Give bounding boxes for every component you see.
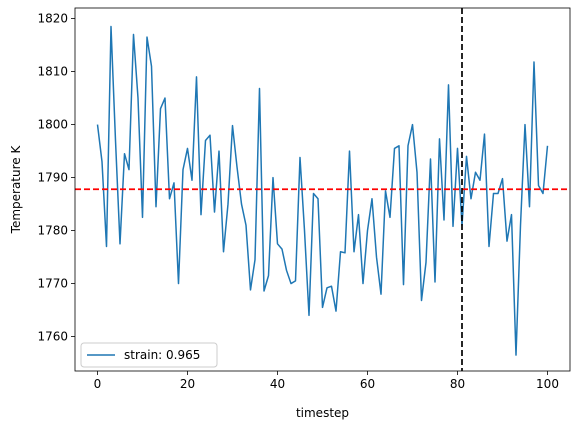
x-tick-label: 40 <box>270 377 285 391</box>
legend: strain: 0.965 <box>80 342 218 368</box>
y-tick-label: 1810 <box>37 65 68 79</box>
y-tick-label: 1790 <box>37 171 68 185</box>
y-tick-label: 1760 <box>37 330 68 344</box>
y-tick-label: 1780 <box>37 224 68 238</box>
reference-lines <box>75 8 570 371</box>
legend-label: strain: 0.965 <box>124 348 200 362</box>
x-axis-label: timestep <box>296 406 349 420</box>
legend-box <box>80 342 218 368</box>
x-tick-label: 20 <box>180 377 195 391</box>
x-tick-label: 0 <box>94 377 102 391</box>
x-tick-label: 60 <box>360 377 375 391</box>
y-axis-label: Temperature K <box>9 145 23 235</box>
axes-frame <box>74 7 571 372</box>
y-tick-label: 1820 <box>37 12 68 26</box>
y-tick-label: 1770 <box>37 277 68 291</box>
x-axis-ticks: 0 20 40 60 80 100 <box>94 371 559 391</box>
x-tick-label: 80 <box>450 377 465 391</box>
y-axis-ticks: 1760 1770 1780 1790 1800 1810 1820 <box>37 12 75 344</box>
x-tick-label: 100 <box>536 377 559 391</box>
y-tick-label: 1800 <box>37 118 68 132</box>
